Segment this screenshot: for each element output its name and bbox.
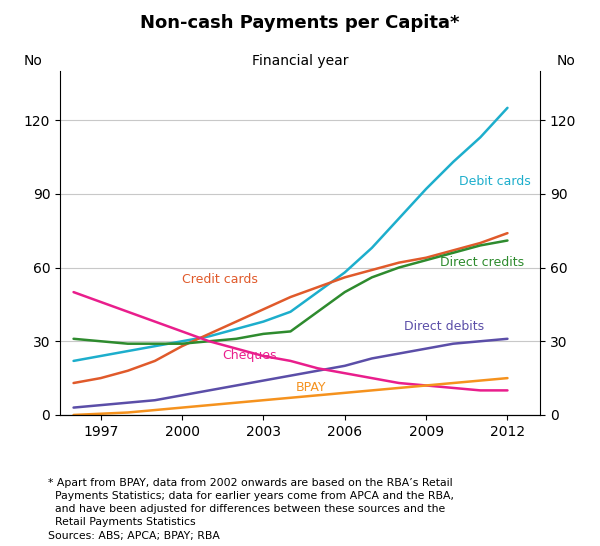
Text: No: No [24,54,43,68]
Text: Direct credits: Direct credits [440,256,524,269]
Text: Direct debits: Direct debits [404,320,485,333]
Text: * Apart from BPAY, data from 2002 onwards are based on the RBA’s Retail
  Paymen: * Apart from BPAY, data from 2002 onward… [48,478,454,541]
Text: No: No [557,54,576,68]
Text: Cheques: Cheques [223,349,277,363]
Text: Credit cards: Credit cards [182,274,258,286]
Text: Non-cash Payments per Capita*: Non-cash Payments per Capita* [140,14,460,32]
Text: BPAY: BPAY [296,382,326,394]
Text: Debit cards: Debit cards [458,175,530,188]
Title: Financial year: Financial year [252,55,348,68]
